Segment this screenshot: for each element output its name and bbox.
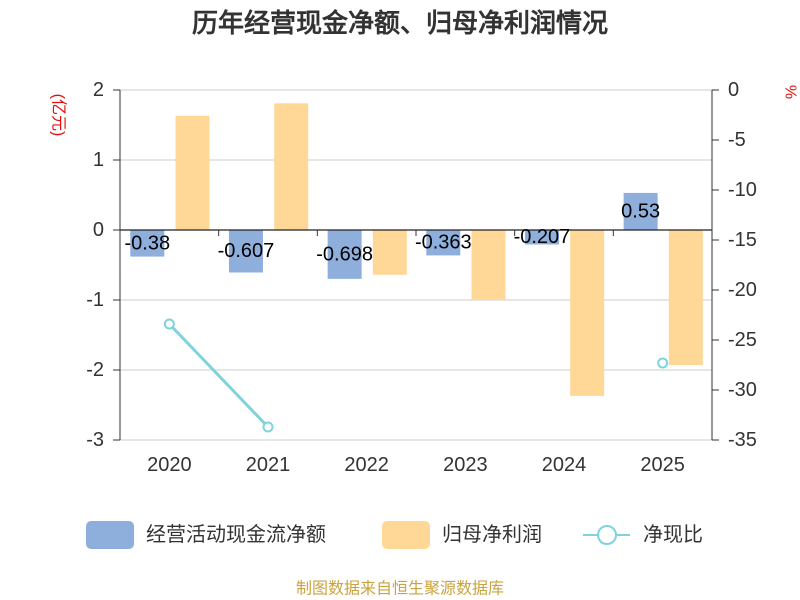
- category-label-2022: 2022: [344, 454, 389, 476]
- cash-ratio-segment-2020-2021: [167, 322, 270, 429]
- cash-ratio-line: [163, 318, 669, 433]
- chart-title: 历年经营现金净额、归母净利润情况: [192, 8, 608, 38]
- right-tick-label: -35: [728, 429, 757, 451]
- category-label-2020: 2020: [147, 454, 192, 476]
- cash-ratio-point-2020: [163, 318, 175, 330]
- net-profit-bar-2023: [471, 230, 506, 300]
- legend-item-cash-ratio[interactable]: 净现比: [583, 523, 703, 546]
- legend-swatch-net-profit: [382, 521, 430, 549]
- net-profit-bar-2022: [372, 230, 407, 275]
- category-label-2021: 2021: [246, 454, 291, 476]
- bars: [130, 103, 703, 396]
- legend: 经营活动现金流净额 归母净利润 净现比: [86, 521, 703, 549]
- source-footer: 制图数据来自恒生聚源数据库: [296, 580, 504, 598]
- cashflow-bar-2024: [524, 230, 559, 245]
- left-tick-label: 1: [93, 149, 104, 171]
- cashflow-bar-2025: [623, 192, 658, 230]
- category-label-2024: 2024: [542, 454, 587, 476]
- cashflow-bar-data-label-2024: -0.207: [514, 226, 571, 248]
- right-tick-label: -10: [728, 179, 757, 201]
- net-profit-bar-2024: [570, 230, 605, 396]
- cashflow-bar-data-label-2025: 0.53: [621, 200, 660, 222]
- cash-ratio-point-2025: [657, 357, 669, 369]
- cashflow-bar-data-label-2021: -0.607: [218, 240, 275, 262]
- cashflow-bar-data-label-2020: -0.38: [125, 232, 171, 254]
- cashflow-bar-2022: [327, 230, 362, 279]
- legend-item-net-profit[interactable]: 归母净利润: [382, 521, 542, 549]
- net-profit-bar-2021: [274, 103, 309, 230]
- cashflow-bar-2023: [426, 230, 461, 256]
- right-tick-label: -15: [728, 229, 757, 251]
- category-label-2023: 2023: [443, 454, 488, 476]
- legend-swatch-cashflow: [86, 521, 134, 549]
- left-tick-label: -1: [86, 289, 104, 311]
- left-axis-name: (亿元): [50, 94, 68, 137]
- net-profit-bar-2025: [668, 230, 703, 366]
- legend-marker-cash-ratio: [597, 525, 617, 545]
- legend-label-cash-ratio: 净现比: [643, 523, 703, 546]
- right-tick-label: -25: [728, 329, 757, 351]
- legend-label-cashflow: 经营活动现金流净额: [146, 523, 326, 546]
- data-labels: -0.38 -0.607 -0.698 -0.363 -0.207 0.53: [125, 200, 661, 265]
- gridlines: [120, 89, 712, 441]
- net-profit-bar-2020: [175, 115, 210, 230]
- left-tick-label: 0: [93, 219, 104, 241]
- cash-ratio-point-2021: [262, 421, 274, 433]
- cashflow-bar-2021: [228, 230, 263, 273]
- right-tick-label: -20: [728, 279, 757, 301]
- category-label-2025: 2025: [640, 454, 685, 476]
- cashflow-bar-data-label-2022: -0.698: [316, 243, 373, 265]
- left-tick-label: 2: [93, 79, 104, 101]
- left-tick-label: -3: [86, 429, 104, 451]
- cashflow-bar-2020: [130, 230, 165, 257]
- cashflow-bar-data-label-2023: -0.363: [415, 232, 472, 254]
- legend-item-cashflow[interactable]: 经营活动现金流净额: [86, 521, 326, 549]
- legend-label-net-profit: 归母净利润: [442, 523, 542, 546]
- left-tick-label: -2: [86, 359, 104, 381]
- right-tick-label: 0: [728, 79, 739, 101]
- right-tick-label: -5: [728, 129, 746, 151]
- right-axis-name: %: [782, 85, 799, 99]
- right-tick-label: -30: [728, 379, 757, 401]
